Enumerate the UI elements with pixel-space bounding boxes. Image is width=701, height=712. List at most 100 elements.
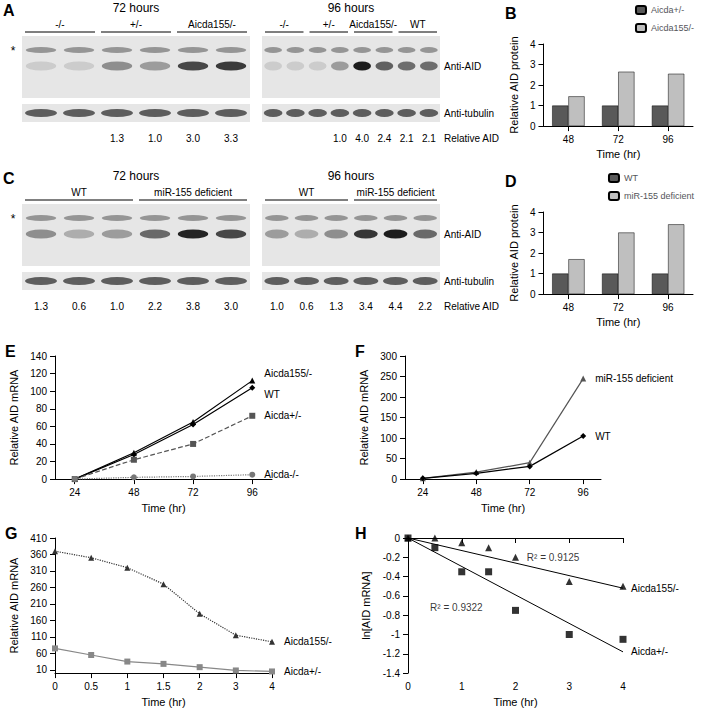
svg-text:Relative AID mRNA: Relative AID mRNA bbox=[8, 557, 20, 654]
svg-text:*: * bbox=[11, 44, 16, 58]
svg-text:Relative AID: Relative AID bbox=[444, 301, 499, 312]
svg-text:4: 4 bbox=[620, 681, 626, 692]
svg-text:-0.4: -0.4 bbox=[383, 571, 401, 582]
svg-text:60: 60 bbox=[36, 421, 48, 432]
svg-text:R² = 0.9322: R² = 0.9322 bbox=[430, 602, 483, 613]
svg-text:48: 48 bbox=[128, 487, 140, 498]
svg-text:Aicda-/-: Aicda-/- bbox=[264, 469, 298, 480]
svg-text:72 hours: 72 hours bbox=[113, 1, 160, 15]
svg-text:-1: -1 bbox=[391, 629, 400, 640]
svg-text:+/-: +/- bbox=[323, 19, 335, 30]
svg-text:310: 310 bbox=[30, 565, 47, 576]
svg-text:A: A bbox=[3, 2, 15, 19]
svg-text:1: 1 bbox=[530, 100, 536, 111]
svg-text:Aicda155/-: Aicda155/- bbox=[188, 19, 236, 30]
svg-text:1.0: 1.0 bbox=[148, 133, 162, 144]
svg-text:0: 0 bbox=[530, 289, 536, 300]
svg-text:120: 120 bbox=[30, 368, 47, 379]
svg-text:160: 160 bbox=[30, 615, 47, 626]
svg-text:miR-155 deficient: miR-155 deficient bbox=[357, 187, 435, 198]
svg-text:miR-155 deficient: miR-155 deficient bbox=[595, 373, 673, 384]
svg-text:Aicda155/-: Aicda155/- bbox=[651, 23, 694, 33]
svg-text:D: D bbox=[505, 173, 517, 190]
svg-text:1.3: 1.3 bbox=[34, 301, 48, 312]
svg-text:3: 3 bbox=[530, 59, 536, 70]
svg-text:Aicda+/-: Aicda+/- bbox=[284, 666, 321, 677]
svg-text:1.0: 1.0 bbox=[270, 301, 284, 312]
svg-text:40: 40 bbox=[36, 438, 48, 449]
svg-text:2: 2 bbox=[197, 681, 203, 692]
svg-text:300: 300 bbox=[380, 351, 397, 362]
svg-text:Aicda+/-: Aicda+/- bbox=[631, 646, 668, 657]
svg-text:WT: WT bbox=[410, 19, 426, 30]
svg-text:0.6: 0.6 bbox=[300, 301, 314, 312]
svg-text:1.3: 1.3 bbox=[329, 301, 343, 312]
svg-text:-/-: -/- bbox=[55, 19, 64, 30]
svg-text:210: 210 bbox=[30, 598, 47, 609]
svg-text:72: 72 bbox=[613, 134, 625, 145]
svg-text:WT: WT bbox=[71, 187, 87, 198]
svg-text:Time (hr): Time (hr) bbox=[493, 696, 537, 708]
svg-text:-0.6: -0.6 bbox=[383, 590, 401, 601]
svg-text:Relative AID: Relative AID bbox=[444, 133, 499, 144]
svg-text:72: 72 bbox=[613, 302, 625, 313]
svg-text:0: 0 bbox=[530, 121, 536, 132]
svg-text:2: 2 bbox=[513, 681, 519, 692]
svg-text:260: 260 bbox=[30, 582, 47, 593]
svg-text:B: B bbox=[505, 5, 517, 22]
svg-text:72: 72 bbox=[188, 487, 200, 498]
svg-text:10: 10 bbox=[36, 664, 48, 675]
svg-text:WT: WT bbox=[264, 389, 280, 400]
svg-text:Anti-AID: Anti-AID bbox=[444, 61, 481, 72]
svg-text:WT: WT bbox=[595, 431, 611, 442]
svg-text:2.2: 2.2 bbox=[418, 301, 432, 312]
svg-text:110: 110 bbox=[31, 631, 47, 642]
svg-text:96 hours: 96 hours bbox=[328, 1, 375, 15]
svg-text:E: E bbox=[5, 343, 16, 360]
svg-text:80: 80 bbox=[36, 403, 48, 414]
svg-text:miR-155 deficient: miR-155 deficient bbox=[154, 187, 232, 198]
svg-text:Time (hr): Time (hr) bbox=[141, 502, 185, 514]
svg-text:96: 96 bbox=[578, 487, 590, 498]
svg-text:410: 410 bbox=[30, 533, 47, 544]
svg-text:3.0: 3.0 bbox=[186, 133, 200, 144]
svg-text:4.0: 4.0 bbox=[355, 133, 369, 144]
svg-text:2.1: 2.1 bbox=[422, 133, 436, 144]
svg-text:2.4: 2.4 bbox=[377, 133, 391, 144]
svg-text:100: 100 bbox=[30, 386, 47, 397]
svg-text:4: 4 bbox=[530, 207, 536, 218]
svg-text:Aicda155/-: Aicda155/- bbox=[264, 368, 312, 379]
svg-text:Time (hr): Time (hr) bbox=[141, 696, 185, 708]
svg-text:48: 48 bbox=[563, 302, 575, 313]
svg-text:4: 4 bbox=[530, 39, 536, 50]
svg-text:Relative AID mRNA: Relative AID mRNA bbox=[358, 369, 370, 466]
svg-text:3.0: 3.0 bbox=[224, 301, 238, 312]
svg-text:3.3: 3.3 bbox=[224, 133, 238, 144]
svg-text:150: 150 bbox=[380, 412, 397, 423]
svg-text:0: 0 bbox=[41, 474, 47, 485]
svg-text:360: 360 bbox=[30, 549, 47, 560]
svg-text:4.4: 4.4 bbox=[389, 301, 403, 312]
svg-text:Aicda155/-: Aicda155/- bbox=[284, 636, 332, 647]
svg-text:Aicda155/-: Aicda155/- bbox=[631, 583, 679, 594]
svg-text:-/-: -/- bbox=[280, 19, 289, 30]
svg-text:1.5: 1.5 bbox=[157, 681, 171, 692]
svg-text:24: 24 bbox=[69, 487, 81, 498]
svg-text:4: 4 bbox=[269, 681, 275, 692]
svg-text:250: 250 bbox=[380, 371, 397, 382]
svg-text:96: 96 bbox=[663, 302, 675, 313]
svg-text:2: 2 bbox=[530, 80, 536, 91]
svg-text:Anti-tubulin: Anti-tubulin bbox=[444, 276, 494, 287]
svg-text:24: 24 bbox=[417, 487, 429, 498]
svg-text:0.6: 0.6 bbox=[72, 301, 86, 312]
svg-text:48: 48 bbox=[471, 487, 483, 498]
svg-text:200: 200 bbox=[380, 392, 397, 403]
svg-text:1.0: 1.0 bbox=[110, 301, 124, 312]
svg-text:48: 48 bbox=[563, 134, 575, 145]
svg-text:G: G bbox=[5, 525, 17, 542]
svg-text:1.3: 1.3 bbox=[110, 133, 124, 144]
svg-text:H: H bbox=[355, 525, 367, 542]
svg-text:Time (hr): Time (hr) bbox=[596, 316, 640, 328]
svg-text:0: 0 bbox=[391, 474, 397, 485]
svg-text:Aicda+/-: Aicda+/- bbox=[651, 5, 684, 15]
